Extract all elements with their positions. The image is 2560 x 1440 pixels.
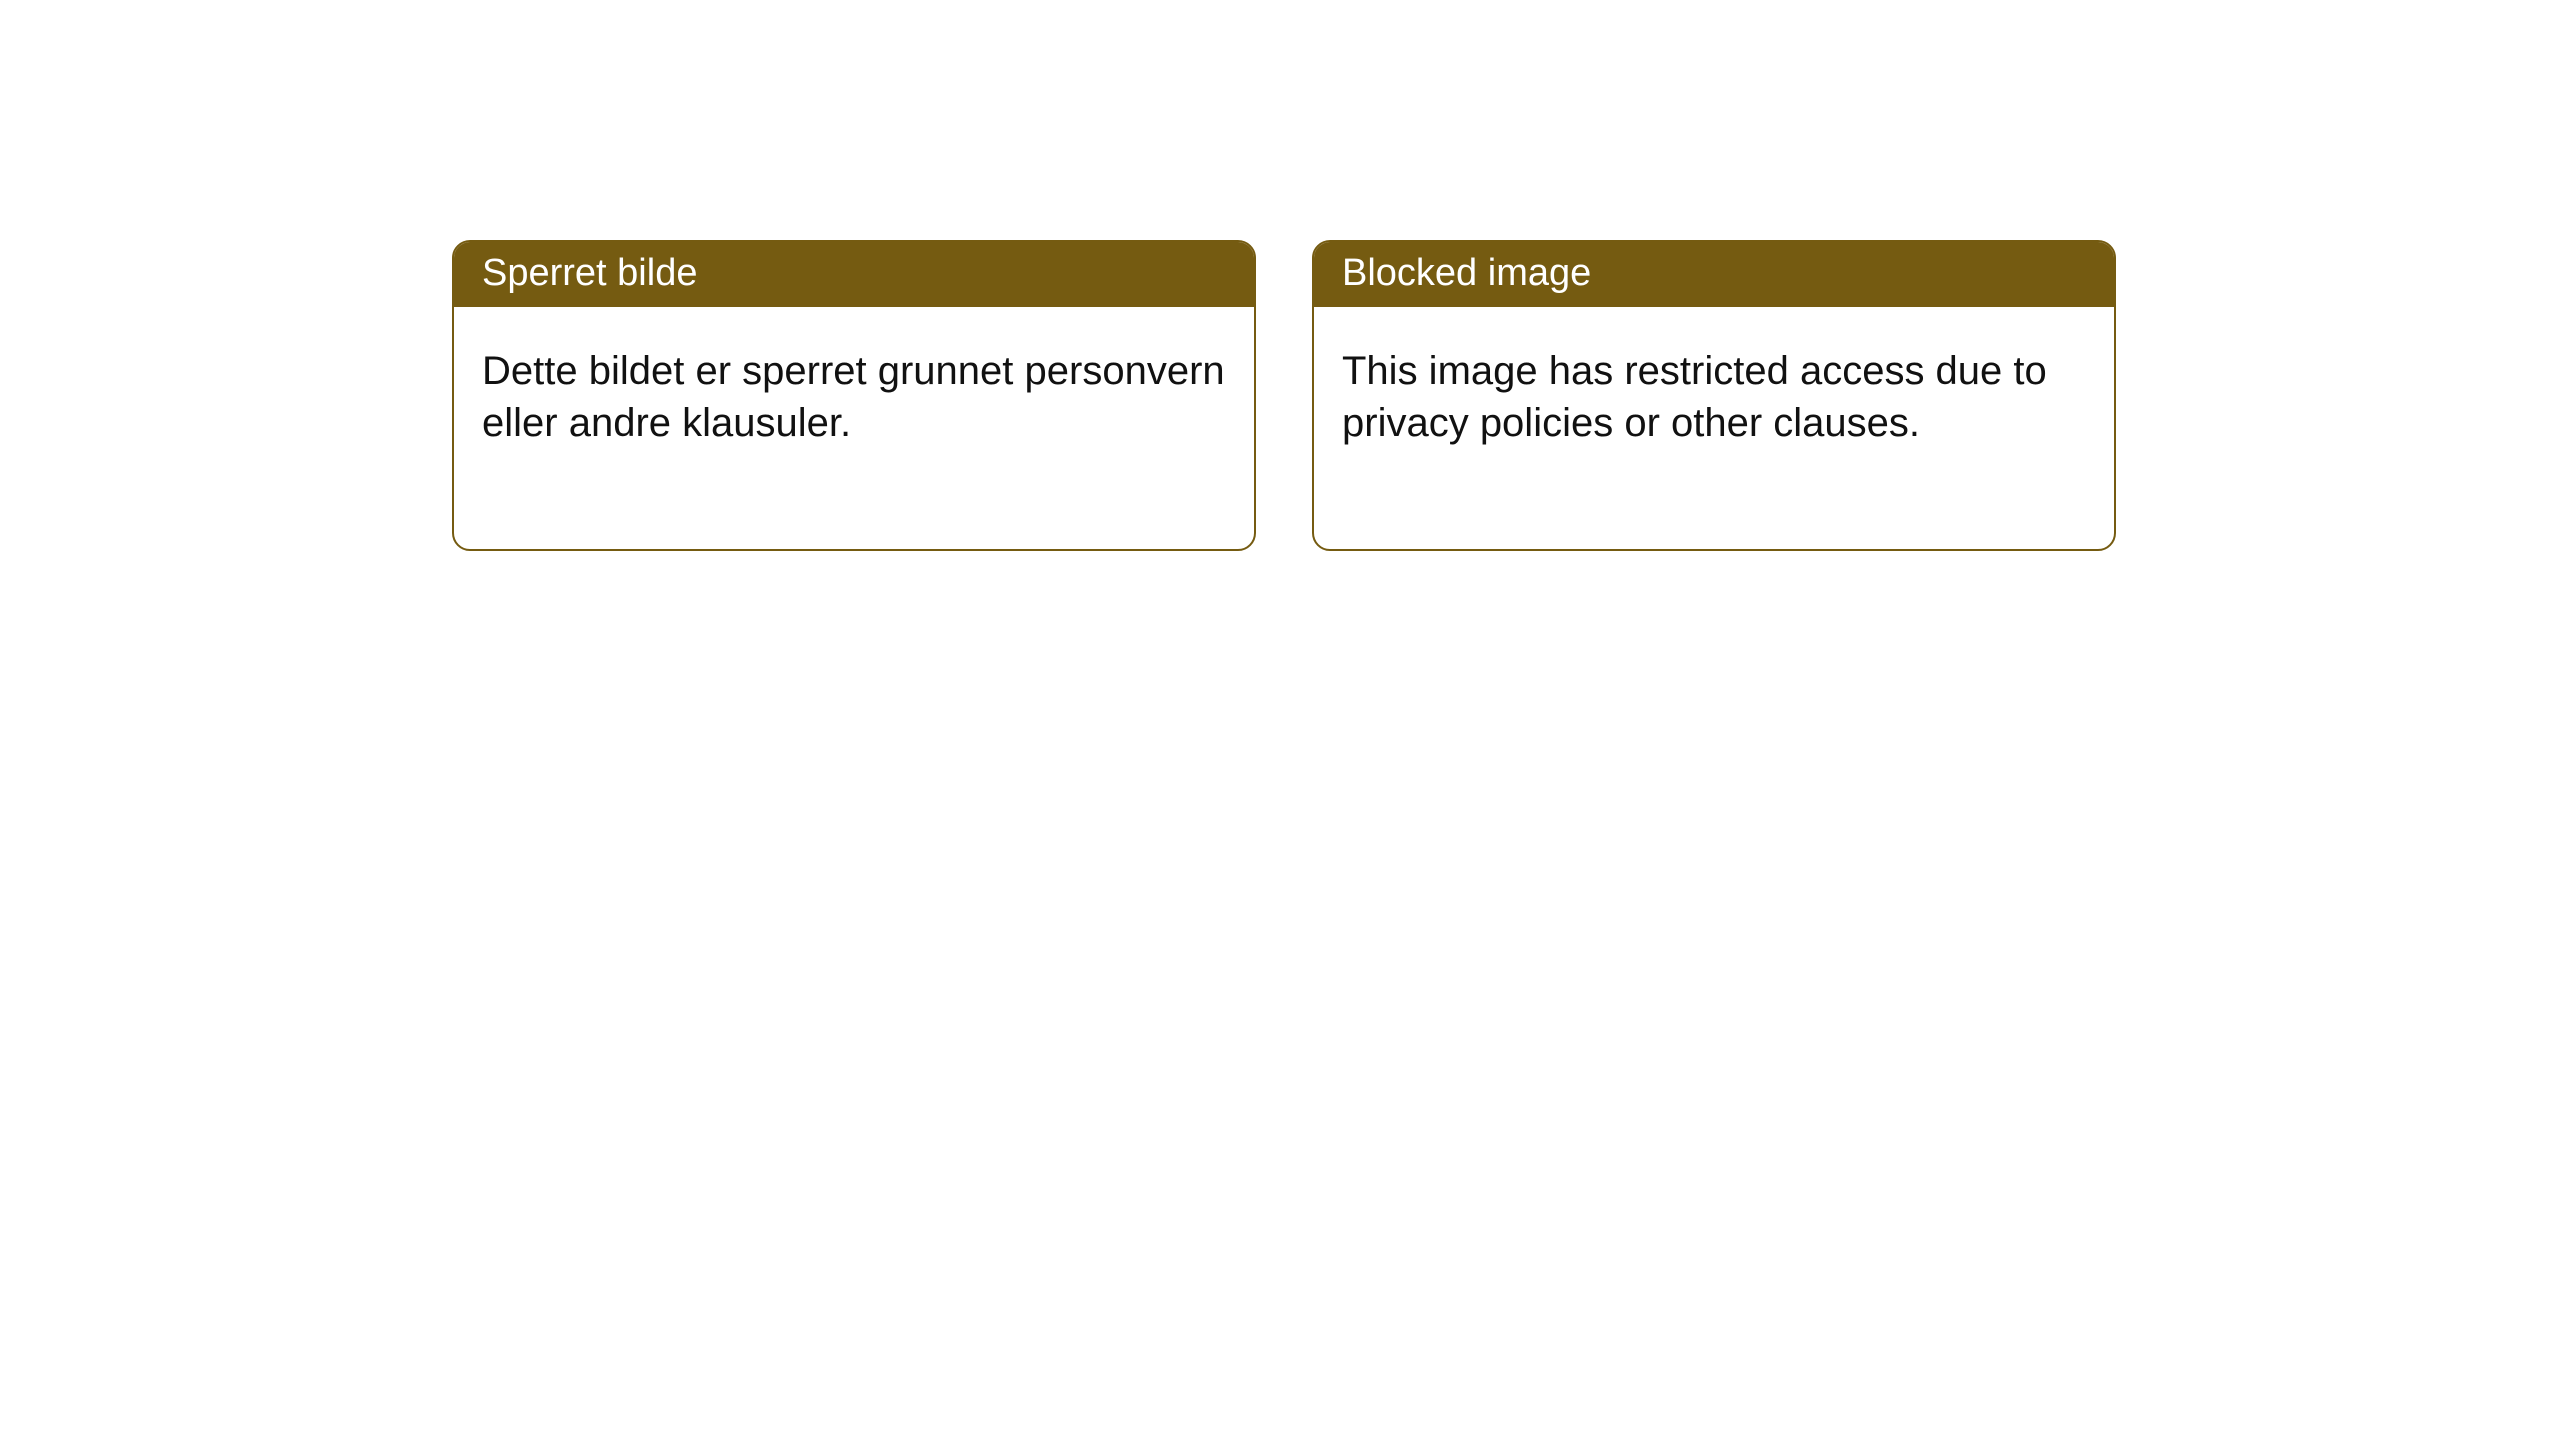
notice-card-norwegian: Sperret bilde Dette bildet er sperret gr… xyxy=(452,240,1256,551)
notice-card-body: Dette bildet er sperret grunnet personve… xyxy=(454,307,1254,549)
notice-container: Sperret bilde Dette bildet er sperret gr… xyxy=(0,0,2560,551)
notice-card-body: This image has restricted access due to … xyxy=(1314,307,2114,549)
notice-card-title: Blocked image xyxy=(1314,242,2114,307)
notice-card-english: Blocked image This image has restricted … xyxy=(1312,240,2116,551)
notice-card-title: Sperret bilde xyxy=(454,242,1254,307)
